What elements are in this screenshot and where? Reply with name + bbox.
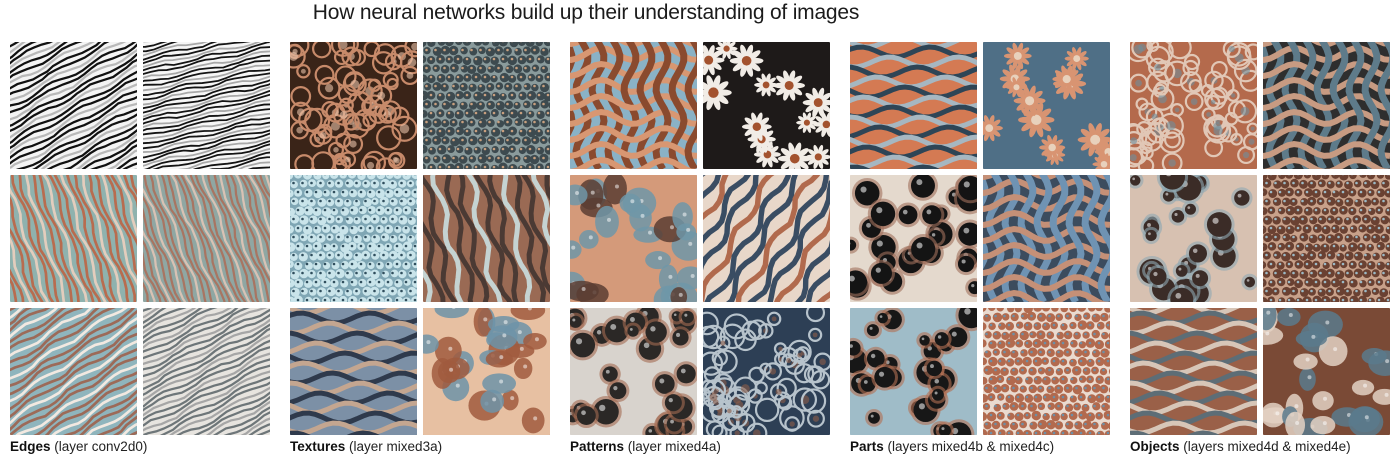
feature-visualization-image — [703, 308, 830, 435]
texture-image — [143, 175, 270, 302]
texture-image — [10, 175, 137, 302]
texture-image — [1130, 42, 1257, 169]
feature-visualization-image — [570, 308, 697, 435]
feature-visualization-image — [143, 175, 270, 302]
feature-visualization-image — [1130, 175, 1257, 302]
caption-layer: (layer mixed3a) — [349, 439, 443, 454]
texture-image — [1130, 308, 1257, 435]
feature-visualization-image — [290, 308, 417, 435]
caption-layer: (layers mixed4d & mixed4e) — [1183, 439, 1351, 454]
feature-visualization-grid — [570, 42, 830, 435]
texture-image — [570, 308, 697, 435]
texture-image — [143, 308, 270, 435]
group-caption: Patterns (layer mixed4a) — [570, 439, 721, 454]
texture-image — [983, 175, 1110, 302]
texture-image — [143, 42, 270, 169]
texture-image — [703, 175, 830, 302]
group-caption: Parts (layers mixed4b & mixed4c) — [850, 439, 1054, 454]
texture-image — [1263, 42, 1390, 169]
layer-group-patterns: Patterns (layer mixed4a) — [570, 42, 830, 454]
texture-image — [290, 175, 417, 302]
feature-visualization-image — [290, 175, 417, 302]
texture-image — [290, 42, 417, 169]
texture-image — [703, 308, 830, 435]
feature-visualization-image — [703, 42, 830, 169]
feature-visualization-image — [570, 42, 697, 169]
feature-visualization-image — [983, 175, 1110, 302]
caption-category: Edges — [10, 439, 51, 454]
texture-image — [1263, 175, 1390, 302]
texture-image — [1263, 308, 1390, 435]
layer-group-objects: Objects (layers mixed4d & mixed4e) — [1130, 42, 1390, 454]
feature-visualization-grid — [1130, 42, 1390, 435]
feature-visualization-image — [1263, 42, 1390, 169]
feature-visualization-image — [290, 42, 417, 169]
layer-group-parts: Parts (layers mixed4b & mixed4c) — [850, 42, 1110, 454]
texture-image — [423, 308, 550, 435]
texture-image — [1130, 175, 1257, 302]
texture-image — [703, 42, 830, 169]
feature-visualization-image — [703, 175, 830, 302]
feature-visualization-image — [10, 175, 137, 302]
texture-image — [983, 308, 1110, 435]
feature-visualization-image — [143, 308, 270, 435]
layer-group-edges: Edges (layer conv2d0) — [10, 42, 270, 454]
feature-visualization-image — [10, 42, 137, 169]
feature-visualization-grid — [850, 42, 1110, 435]
feature-visualization-image — [1130, 42, 1257, 169]
feature-visualization-image — [423, 175, 550, 302]
feature-visualization-image — [570, 175, 697, 302]
feature-visualization-image — [423, 42, 550, 169]
texture-image — [423, 42, 550, 169]
feature-visualization-image — [850, 42, 977, 169]
feature-visualization-grid — [10, 42, 270, 435]
group-caption: Edges (layer conv2d0) — [10, 439, 147, 454]
feature-visualization-grid — [290, 42, 550, 435]
texture-image — [10, 42, 137, 169]
texture-image — [850, 175, 977, 302]
feature-visualization-image — [10, 308, 137, 435]
texture-image — [850, 308, 977, 435]
feature-visualization-image — [423, 308, 550, 435]
texture-image — [10, 308, 137, 435]
caption-category: Parts — [850, 439, 884, 454]
group-caption: Textures (layer mixed3a) — [290, 439, 442, 454]
layer-group-textures: Textures (layer mixed3a) — [290, 42, 550, 454]
group-caption: Objects (layers mixed4d & mixed4e) — [1130, 439, 1351, 454]
feature-visualization-image — [983, 42, 1110, 169]
feature-visualization-image — [983, 308, 1110, 435]
layer-groups: Edges (layer conv2d0) Textures (layer mix… — [10, 42, 1390, 454]
texture-image — [983, 42, 1110, 169]
texture-image — [850, 42, 977, 169]
texture-image — [570, 42, 697, 169]
texture-image — [290, 308, 417, 435]
caption-category: Textures — [290, 439, 346, 454]
caption-layer: (layers mixed4b & mixed4c) — [887, 439, 1055, 454]
feature-visualization-image — [1130, 308, 1257, 435]
feature-visualization-image — [850, 308, 977, 435]
feature-visualization-image — [1263, 308, 1390, 435]
caption-layer: (layer conv2d0) — [54, 439, 148, 454]
feature-visualization-image — [850, 175, 977, 302]
feature-visualization-image — [143, 42, 270, 169]
caption-category: Objects — [1130, 439, 1180, 454]
caption-layer: (layer mixed4a) — [627, 439, 721, 454]
texture-image — [423, 175, 550, 302]
figure-title: How neural networks build up their under… — [312, 1, 860, 24]
caption-category: Patterns — [570, 439, 625, 454]
texture-image — [570, 175, 697, 302]
feature-visualization-image — [1263, 175, 1390, 302]
